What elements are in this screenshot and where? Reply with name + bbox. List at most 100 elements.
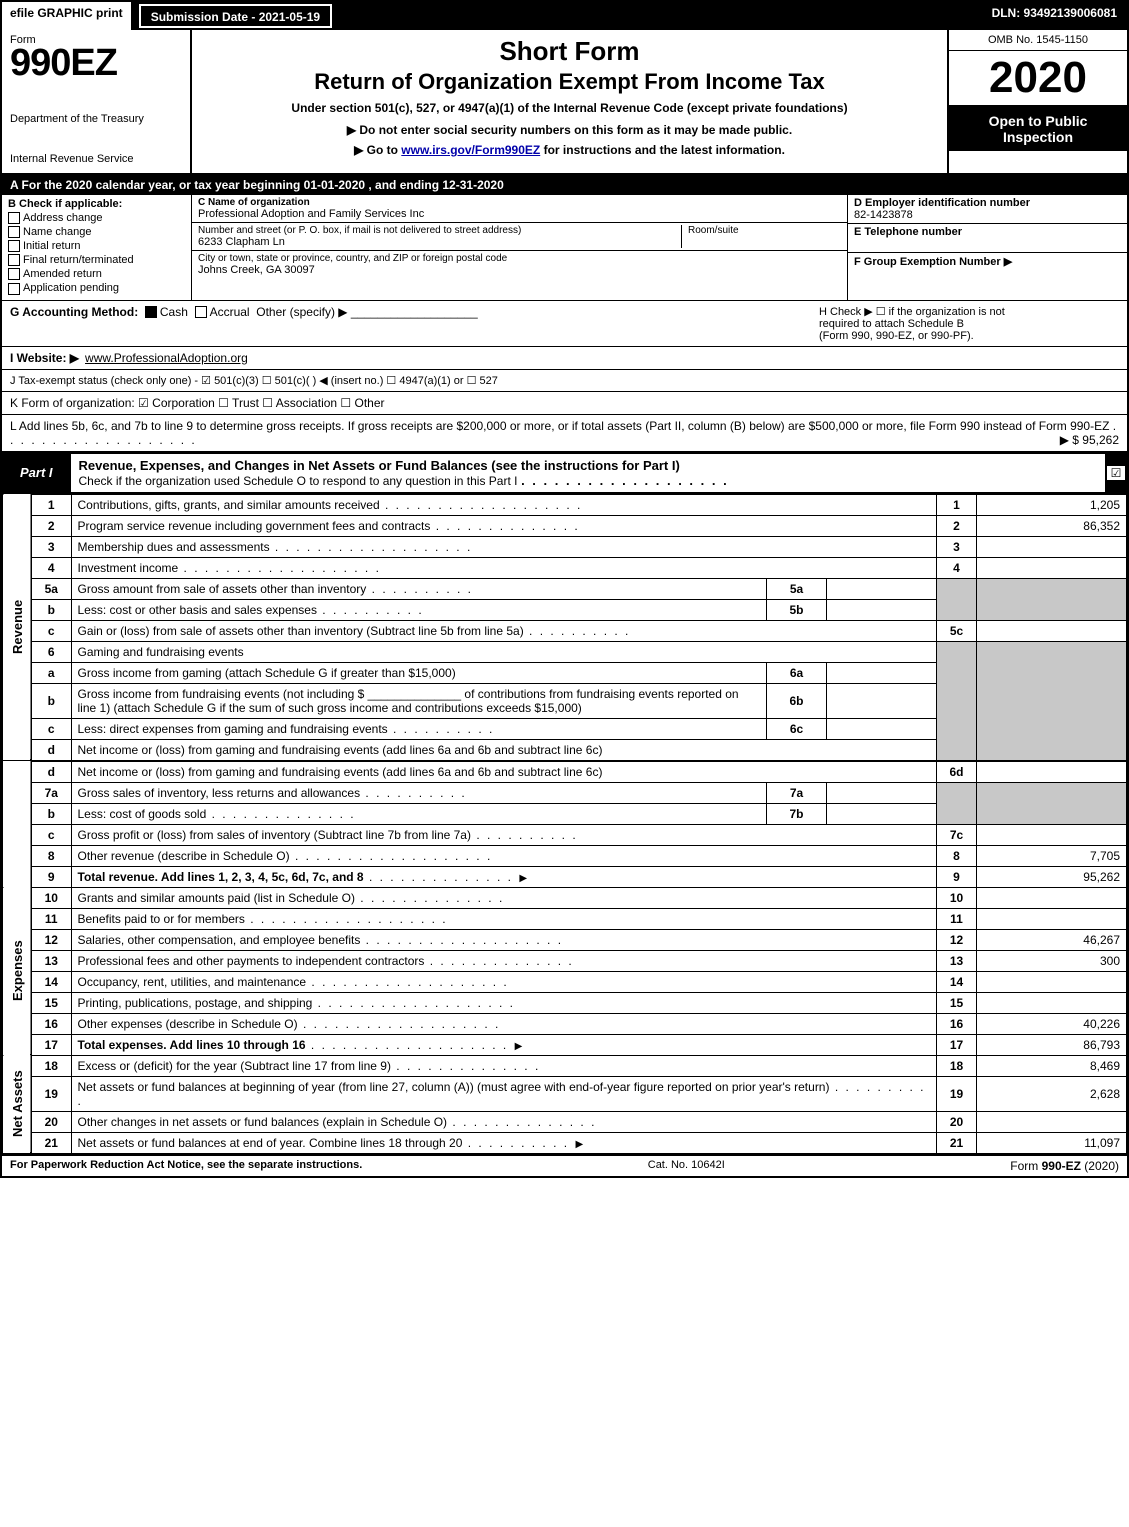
- e-telephone-block: E Telephone number: [848, 224, 1127, 253]
- chk-name-change[interactable]: Name change: [8, 226, 185, 238]
- h-line3: (Form 990, 990-EZ, or 990-PF).: [819, 330, 1119, 342]
- line-13-value: 300: [977, 950, 1127, 971]
- line-7a-value: [827, 782, 937, 803]
- line-9-value: 95,262: [977, 866, 1127, 887]
- chk-final-return[interactable]: Final return/terminated: [8, 254, 185, 266]
- line-6: 6 Gaming and fundraising events: [3, 641, 1127, 662]
- line-7c: c Gross profit or (loss) from sales of i…: [3, 824, 1127, 845]
- ein-value: 82-1423878: [854, 209, 1121, 221]
- line-4: 4 Investment income 4: [3, 557, 1127, 578]
- line-5c-value: [977, 620, 1127, 641]
- footer-paperwork: For Paperwork Reduction Act Notice, see …: [10, 1159, 362, 1173]
- line-14-value: [977, 971, 1127, 992]
- ssn-warning: ▶ Do not enter social security numbers o…: [202, 123, 937, 137]
- d-ein-label: D Employer identification number: [854, 197, 1121, 209]
- line-21-value: 11,097: [977, 1132, 1127, 1153]
- line-11: 11 Benefits paid to or for members 11: [3, 908, 1127, 929]
- line-7c-value: [977, 824, 1127, 845]
- submission-date-label: Submission Date - 2021-05-19: [139, 4, 332, 28]
- g-accounting-method: G Accounting Method: Cash Accrual Other …: [10, 305, 819, 342]
- line-14: 14 Occupancy, rent, utilities, and maint…: [3, 971, 1127, 992]
- col-b-checkboxes: B Check if applicable: Address change Na…: [2, 195, 192, 300]
- line-5b-value: [827, 599, 937, 620]
- chk-address-change[interactable]: Address change: [8, 212, 185, 224]
- part-1-checkbox[interactable]: ☑: [1105, 464, 1127, 482]
- line-10-value: [977, 887, 1127, 908]
- line-21: 21 Net assets or fund balances at end of…: [3, 1132, 1127, 1153]
- line-18: Net Assets 18 Excess or (deficit) for th…: [3, 1055, 1127, 1076]
- chk-amended-return[interactable]: Amended return: [8, 268, 185, 280]
- c-name-block: C Name of organization Professional Adop…: [192, 195, 847, 223]
- row-j-tax-exempt: J Tax-exempt status (check only one) - ☑…: [2, 370, 1127, 392]
- line-16: 16 Other expenses (describe in Schedule …: [3, 1013, 1127, 1034]
- line-1-value: 1,205: [977, 494, 1127, 515]
- irs-link[interactable]: www.irs.gov/Form990EZ: [401, 143, 540, 157]
- side-expenses: Expenses: [3, 887, 32, 1055]
- form-990ez-page: efile GRAPHIC print Submission Date - 20…: [0, 0, 1129, 1178]
- line-12: 12 Salaries, other compensation, and emp…: [3, 929, 1127, 950]
- org-city: Johns Creek, GA 30097: [198, 264, 841, 276]
- row-g-h: G Accounting Method: Cash Accrual Other …: [2, 301, 1127, 347]
- part-1-table-cont: d Net income or (loss) from gaming and f…: [2, 761, 1127, 1154]
- f-group-exemption-block: F Group Exemption Number ▶: [848, 253, 1127, 270]
- part-1-label: Part I: [2, 461, 71, 484]
- line-3: 3 Membership dues and assessments 3: [3, 536, 1127, 557]
- form-number: 990EZ: [10, 42, 182, 85]
- g-accrual: Accrual: [210, 305, 250, 319]
- col-c-org-info: C Name of organization Professional Adop…: [192, 195, 847, 300]
- line-16-value: 40,226: [977, 1013, 1127, 1034]
- title-short-form: Short Form: [202, 36, 937, 67]
- chk-initial-return[interactable]: Initial return: [8, 240, 185, 252]
- line-6c-value: [827, 718, 937, 739]
- website-link[interactable]: www.ProfessionalAdoption.org: [85, 351, 248, 365]
- inspect-line2: Inspection: [953, 129, 1123, 145]
- side-net-assets: Net Assets: [3, 1055, 32, 1153]
- chk-application-pending[interactable]: Application pending: [8, 282, 185, 294]
- row-k-form-of-org: K Form of organization: ☑ Corporation ☐ …: [2, 392, 1127, 415]
- line-1: Revenue 1 Contributions, gifts, grants, …: [3, 494, 1127, 515]
- c-city-label: City or town, state or province, country…: [198, 253, 841, 264]
- tax-year: 2020: [949, 51, 1127, 107]
- goto-post: for instructions and the latest informat…: [544, 143, 785, 157]
- side-revenue: Revenue: [3, 494, 32, 760]
- line-4-value: [977, 557, 1127, 578]
- line-5c: c Gain or (loss) from sale of assets oth…: [3, 620, 1127, 641]
- line-15: 15 Printing, publications, postage, and …: [3, 992, 1127, 1013]
- g-other: Other (specify) ▶: [256, 305, 347, 319]
- header-mid: Short Form Return of Organization Exempt…: [192, 30, 947, 173]
- line-6d-row: d Net income or (loss) from gaming and f…: [3, 761, 1127, 782]
- chk-cash-icon: [145, 306, 157, 318]
- line-5a: 5a Gross amount from sale of assets othe…: [3, 578, 1127, 599]
- line-17-value: 86,793: [977, 1034, 1127, 1055]
- line-7b-value: [827, 803, 937, 824]
- l-amount: ▶ $ 95,262: [1060, 433, 1119, 447]
- j-text: J Tax-exempt status (check only one) - ☑…: [10, 374, 498, 387]
- line-8: 8 Other revenue (describe in Schedule O)…: [3, 845, 1127, 866]
- line-20-value: [977, 1111, 1127, 1132]
- dln-label: DLN: 93492139006081: [982, 2, 1127, 30]
- goto-pre: ▶ Go to: [354, 143, 401, 157]
- section-b-through-f: B Check if applicable: Address change Na…: [2, 195, 1127, 301]
- row-i-website: I Website: ▶ www.ProfessionalAdoption.or…: [2, 347, 1127, 370]
- open-to-public: Open to Public Inspection: [949, 107, 1127, 151]
- room-suite-label: Room/suite: [681, 225, 841, 248]
- line-15-value: [977, 992, 1127, 1013]
- g-cash: Cash: [160, 305, 188, 319]
- efile-print-label[interactable]: efile GRAPHIC print: [2, 2, 133, 30]
- line-2: 2 Program service revenue including gove…: [3, 515, 1127, 536]
- line-19: 19 Net assets or fund balances at beginn…: [3, 1076, 1127, 1111]
- line-17: 17 Total expenses. Add lines 10 through …: [3, 1034, 1127, 1055]
- h-line1: H Check ▶ ☐ if the organization is not: [819, 305, 1119, 318]
- top-bar: efile GRAPHIC print Submission Date - 20…: [2, 2, 1127, 30]
- line-11-value: [977, 908, 1127, 929]
- header-right: OMB No. 1545-1150 2020 Open to Public In…: [947, 30, 1127, 173]
- line-12-value: 46,267: [977, 929, 1127, 950]
- omb-number: OMB No. 1545-1150: [949, 30, 1127, 51]
- col-d-e-f: D Employer identification number 82-1423…: [847, 195, 1127, 300]
- line-2-value: 86,352: [977, 515, 1127, 536]
- f-grp-label: F Group Exemption Number ▶: [854, 255, 1121, 268]
- goto-link-row: ▶ Go to www.irs.gov/Form990EZ for instru…: [202, 143, 937, 157]
- part-1-header: Part I Revenue, Expenses, and Changes in…: [2, 452, 1127, 494]
- row-l-gross-receipts: L Add lines 5b, 6c, and 7b to line 9 to …: [2, 415, 1127, 452]
- line-6a-value: [827, 662, 937, 683]
